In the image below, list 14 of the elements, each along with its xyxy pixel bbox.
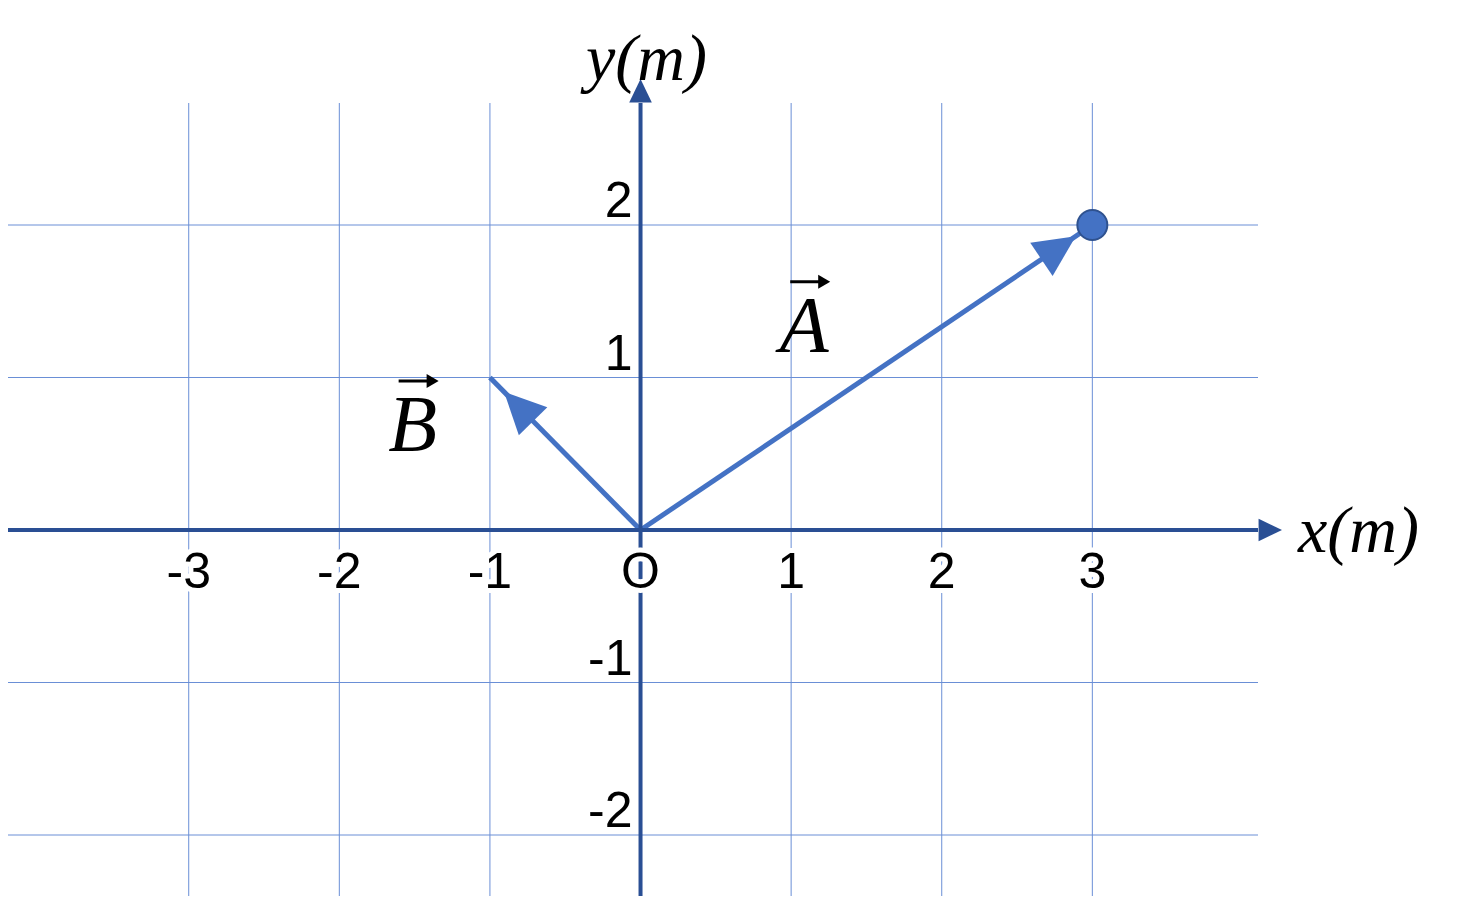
x-tick-label: 3 [1078, 543, 1107, 599]
y-tick-label: 1 [604, 324, 633, 381]
y-tick-label: 2 [604, 172, 633, 228]
x-tick-label: 2 [927, 543, 956, 599]
x-tick-label: -3 [166, 543, 211, 599]
y-axis-title: y(m) [580, 21, 707, 95]
x-axis-title: x(m) [1297, 493, 1419, 567]
x-tick-label: -1 [467, 543, 513, 599]
x-tick-label: 1 [777, 543, 806, 599]
x-tick-label: -2 [317, 543, 362, 599]
y-tick-label: -2 [588, 782, 633, 838]
y-tick-label: -1 [588, 629, 633, 686]
series-label: A [774, 280, 830, 369]
series-label: B [388, 379, 438, 468]
